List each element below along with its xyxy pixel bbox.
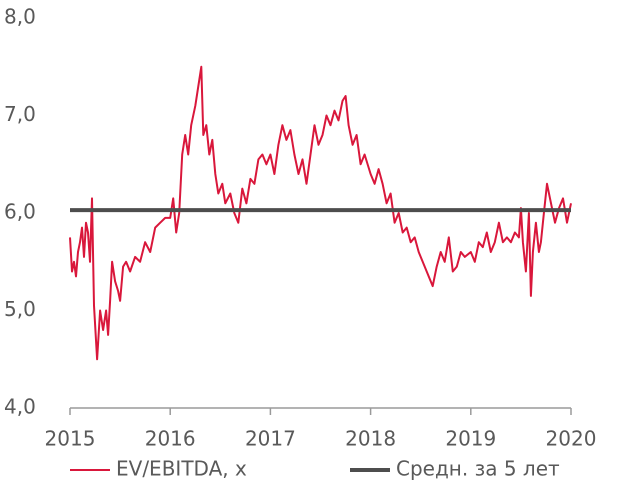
legend-label: EV/EBITDA, x: [116, 457, 247, 481]
y-tick-label: 7,0: [4, 102, 36, 126]
x-tick-label: 2016: [145, 427, 196, 451]
x-tick-label: 2018: [345, 427, 396, 451]
x-tick-label: 2020: [546, 427, 597, 451]
y-tick-label: 8,0: [4, 5, 36, 29]
x-tick-label: 2017: [245, 427, 296, 451]
legend-label: Средн. за 5 лет: [396, 457, 560, 481]
y-tick-label: 6,0: [4, 200, 36, 224]
y-tick-label: 4,0: [4, 395, 36, 419]
x-tick-label: 2019: [445, 427, 496, 451]
x-tick-label: 2015: [45, 427, 96, 451]
y-tick-label: 5,0: [4, 297, 36, 321]
data-line: [69, 65, 572, 361]
